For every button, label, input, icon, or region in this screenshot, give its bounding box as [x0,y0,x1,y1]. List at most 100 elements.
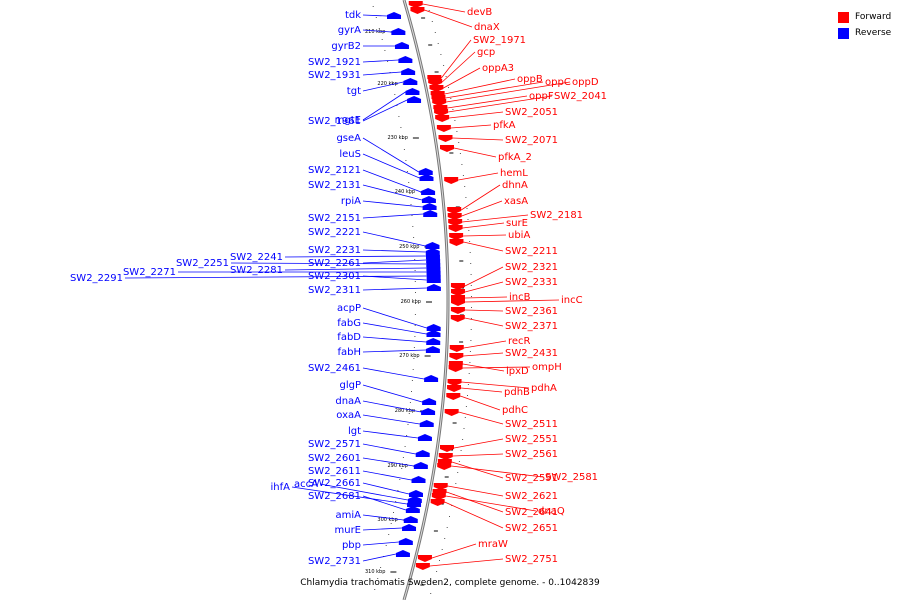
label-line-reverse [362,443,416,455]
gene-feature-reverse [419,174,434,181]
scale-dot-left [413,358,415,359]
label-line-forward [462,214,529,223]
scale-dot-left [412,369,414,370]
label-line-reverse [362,414,420,425]
scale-dot-right [463,428,465,429]
gene-label-reverse: SW2_2151 [308,213,361,224]
label-line-reverse [284,255,426,258]
gene-feature-forward [417,555,432,562]
gene-feature-reverse [424,375,439,382]
gene-feature-reverse [401,68,416,75]
scale-dot-left [384,50,386,51]
label-line-reverse [362,541,399,546]
gene-label-forward: oppB [517,74,543,85]
scale-dot-right [470,285,472,286]
scale-dot-left [375,17,377,18]
legend: Forward Reverse [838,9,891,41]
gene-label-reverse: ihfA [271,482,291,493]
label-line-forward [463,234,507,237]
gene-label-forward: SW2_2181 [530,210,583,221]
scale-dot-left [381,39,383,40]
scale-dot-right [437,43,439,44]
gene-label-forward: oppD [572,77,599,88]
gene-feature-reverse [394,42,409,49]
scale-dot-right [456,131,458,132]
label-line-reverse [362,495,406,511]
gene-label-forward: xasA [504,196,528,207]
gene-label-reverse: gseA [336,133,361,144]
label-line-reverse [362,249,426,253]
gene-label-forward: SW2_2071 [505,135,558,146]
gene-label-forward: oppA3 [482,63,514,74]
gene-label-forward: ubiA [508,230,530,241]
label-line-forward [458,411,504,425]
gene-label-forward: SW2_2621 [505,491,558,502]
scale-dot-left [399,479,401,480]
label-line-reverse [362,349,426,353]
scale-dot-right [470,329,472,330]
gene-label-reverse: tdk [345,10,361,21]
scale-dot-right [470,318,472,319]
label-line-forward [464,317,504,327]
label-line-forward [449,111,504,119]
tick-label: 240 kbp [395,189,415,195]
gene-label-forward: SW2_2581 [545,472,598,483]
label-line-forward [441,51,476,83]
scale-dot-left [403,149,405,150]
scale-dot-right [460,450,462,451]
legend-swatch [838,27,849,39]
label-line-reverse [362,231,426,247]
scale-dot-right [462,439,464,440]
gene-feature-reverse [426,272,441,279]
gene-label-reverse: SW2_2281 [230,265,283,276]
gene-label-reverse: SW2_2681 [308,491,361,502]
tick-label: 210 kbp [365,29,385,35]
label-line-forward [458,172,499,181]
gene-label-reverse: pbp [342,540,361,551]
scale-dot-right [448,87,449,88]
gene-feature-reverse [426,268,441,275]
gene-label-forward: SW2_2051 [505,107,558,118]
gene-label-reverse: oxaA [336,410,361,421]
tick-label: 280 kbp [395,408,415,414]
gene-feature-reverse [407,96,422,103]
gene-feature-reverse [426,264,441,271]
scale-dot-left [414,270,416,271]
gene-label-forward: SW2_1971 [473,35,526,46]
scale-dot-right [469,351,471,352]
gene-label-forward: SW2_2561 [505,449,558,460]
scale-dot-left [400,127,402,128]
scale-dot-left [404,446,406,447]
label-line-reverse [362,470,412,481]
tick-label: 220 kbp [377,81,397,87]
gene-label-reverse: SW2_2261 [308,258,361,269]
gene-label-reverse: gyrA [338,25,361,36]
label-line-reverse [362,400,422,413]
label-line-forward [461,200,503,217]
scale-dot-right [455,483,457,484]
scale-dot-right [441,549,443,550]
scale-dot-right [470,340,472,341]
scale-dot-right [469,362,471,363]
gene-label-forward: pdhA [531,383,557,394]
scale-dot-right [469,241,471,242]
label-line-reverse [362,200,423,208]
gene-feature-reverse [426,338,441,345]
gene-feature-reverse [398,56,413,63]
scale-dot-right [471,296,472,297]
scale-dot-left [402,457,404,458]
gene-label-reverse: SW2_2601 [308,453,361,464]
scale-dot-left [414,336,416,337]
gene-feature-reverse [391,28,406,35]
gene-feature-reverse [418,168,433,175]
gene-label-reverse: SW2_2221 [308,227,361,238]
label-line-reverse [362,153,420,179]
gene-feature-reverse [411,476,426,483]
scale-dot-right [431,21,433,22]
scale-dot-right [433,582,435,583]
scale-dot-left [409,402,411,403]
scale-dot-left [390,523,392,524]
label-line-reverse [362,213,424,219]
label-line-forward [444,78,516,95]
scale-dot-right [454,120,456,121]
